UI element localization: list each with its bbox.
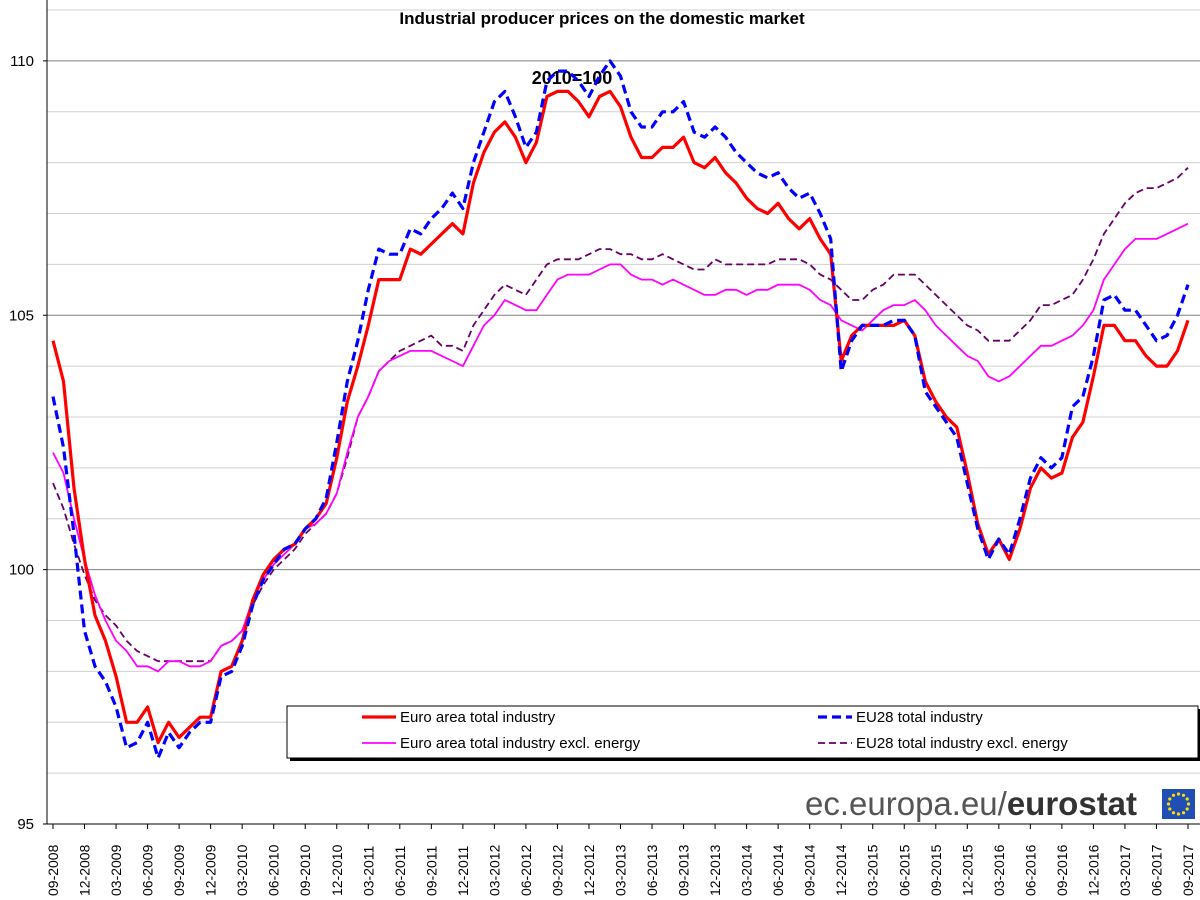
x-tick-label: 06-2009 <box>140 844 156 896</box>
flag-star <box>1171 811 1176 815</box>
flag-star <box>1176 792 1181 796</box>
x-tick-label: 06-2017 <box>1148 844 1164 896</box>
x-tick-label: 06-2011 <box>392 845 408 896</box>
brand-site: ec.europa.eu/ <box>805 785 1008 822</box>
x-tick-label: 09-2010 <box>297 844 313 896</box>
series-line-1 <box>51 59 1190 760</box>
x-tick-label: 06-2014 <box>770 844 786 896</box>
x-tick-label: 12-2012 <box>581 844 597 896</box>
x-tick-label: 12-2015 <box>959 844 975 896</box>
x-tick-label: 06-2016 <box>1022 844 1038 896</box>
x-tick-label: 12-2008 <box>77 844 93 896</box>
x-tick-label: 12-2009 <box>203 844 219 896</box>
x-tick-label: 09-2013 <box>676 844 692 896</box>
eu-flag-icon <box>1162 789 1195 819</box>
flag-star <box>1181 811 1186 815</box>
flag-star <box>1186 802 1191 806</box>
legend: Euro area total industry EU28 total indus… <box>286 705 1200 761</box>
legend-box <box>286 705 1199 759</box>
x-tick-label: 09-2016 <box>1054 844 1070 896</box>
brand-name: eurostat <box>1007 785 1137 822</box>
flag-star <box>1168 797 1172 801</box>
x-tick-label: 03-2011 <box>360 845 376 896</box>
series-line-2 <box>52 222 1189 673</box>
x-tick-label: 12-2013 <box>707 844 723 896</box>
x-tick-label: 03-2015 <box>865 844 881 896</box>
x-tick-label: 12-2014 <box>833 844 849 896</box>
gridlines <box>47 9 1200 774</box>
flag-star <box>1176 812 1181 816</box>
chart-subtitle: 2010=100 <box>532 68 613 88</box>
y-tick-label: 105 <box>9 307 34 324</box>
x-tick-label: 12-2010 <box>329 844 345 896</box>
legend-label: EU28 total industry <box>856 709 983 726</box>
flag-star <box>1171 793 1176 797</box>
x-tick-label: 06-2012 <box>518 844 534 896</box>
legend-label: Euro area total industry excl. energy <box>400 735 641 752</box>
flag-star <box>1181 793 1186 797</box>
x-tick-label: 06-2015 <box>896 844 912 896</box>
x-axis-ticks: 09-2008 12-2008 03-2009 06-2009 09-2009 12-20… <box>45 824 1196 896</box>
x-tick-label: 03-2016 <box>991 844 1007 896</box>
flag-star <box>1166 802 1171 806</box>
x-tick-label: 03-2012 <box>486 844 502 896</box>
x-tick-label: 09-2011 <box>423 845 439 896</box>
x-tick-label: 03-2009 <box>108 844 124 896</box>
eurostat-branding: ec.europa.eu/eurostat <box>805 785 1195 822</box>
x-tick-label: 12-2011 <box>455 845 471 896</box>
legend-label: EU28 total industry excl. energy <box>856 735 1068 752</box>
x-tick-label: 03-2017 <box>1117 844 1133 896</box>
x-tick-label: 03-2010 <box>234 844 250 896</box>
x-tick-label: 12-2016 <box>1085 844 1101 896</box>
y-axis-ticks: 95 100 105 110 <box>9 53 47 833</box>
x-tick-label: 09-2008 <box>45 844 61 896</box>
x-tick-label: 03-2013 <box>613 844 629 896</box>
legend-shadow <box>1198 709 1200 761</box>
x-tick-label: 09-2012 <box>549 844 565 896</box>
y-tick-label: 110 <box>10 53 34 70</box>
flag-star <box>1185 807 1189 811</box>
x-tick-label: 03-2014 <box>739 844 755 896</box>
legend-label: Euro area total industry <box>400 709 556 726</box>
x-tick-label: 06-2010 <box>266 844 282 896</box>
legend-shadow-bottom <box>290 758 1200 761</box>
axes <box>46 0 1200 825</box>
x-tick-label: 06-2013 <box>644 844 660 896</box>
x-tick-label: 09-2014 <box>802 844 818 896</box>
x-tick-label: 09-2017 <box>1180 844 1196 896</box>
brand-text: ec.europa.eu/eurostat <box>805 785 1137 822</box>
series-group <box>51 59 1190 760</box>
chart-title: Industrial producer prices on the domest… <box>399 9 805 28</box>
flag-star <box>1168 807 1172 811</box>
x-tick-label: 09-2009 <box>171 844 187 896</box>
x-tick-label: 09-2015 <box>928 844 944 896</box>
y-tick-label: 95 <box>17 816 34 833</box>
flag-star <box>1185 797 1189 801</box>
y-tick-label: 100 <box>9 562 34 579</box>
